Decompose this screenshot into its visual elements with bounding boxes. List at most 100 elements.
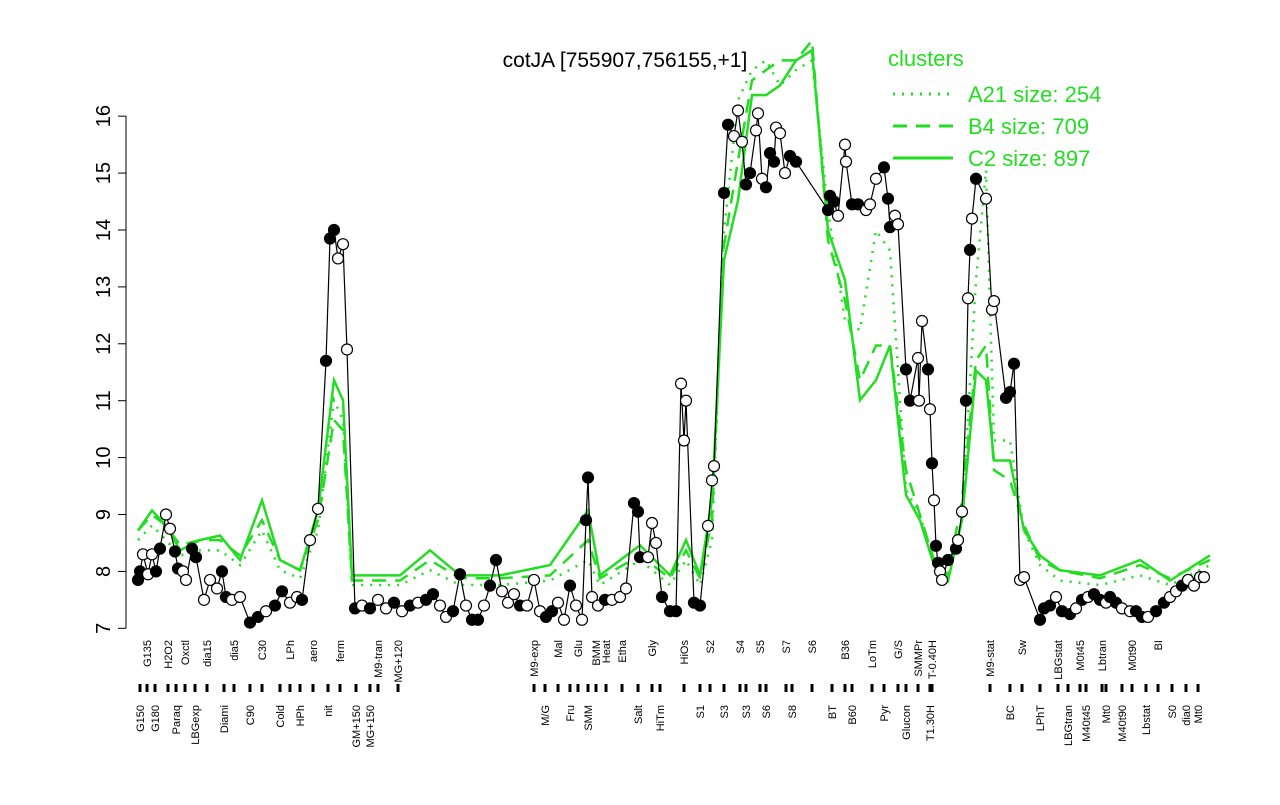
x-tick-label: Etha: [617, 639, 629, 663]
x-tick-label: S8: [787, 705, 799, 718]
cluster-line: [136, 47, 1211, 584]
x-tick-label: S2: [705, 640, 717, 653]
point: [701, 519, 715, 532]
x-tick-label: MG+120: [393, 640, 405, 683]
point: [911, 351, 925, 365]
point: [915, 314, 929, 328]
point: [877, 161, 891, 174]
x-tick-label: dia15: [202, 640, 214, 667]
x-tick-label: Cold: [275, 705, 287, 728]
x-tick-label: H2O2: [163, 640, 175, 669]
point: [433, 599, 447, 612]
x-tick-label: BMM: [591, 640, 603, 666]
x-tick-label: S4: [735, 640, 747, 653]
point: [483, 579, 497, 592]
x-tick-label: ferm: [335, 640, 347, 662]
point: [735, 135, 749, 148]
point: [275, 585, 289, 598]
point: [891, 218, 905, 231]
x-tick-label: dia0: [1181, 705, 1193, 726]
y-tick-label: 14: [93, 219, 115, 241]
cluster-line: [137, 58, 1211, 589]
point: [641, 551, 655, 564]
x-tick-label: M9-stat: [985, 640, 997, 677]
point: [210, 582, 224, 595]
point: [965, 212, 979, 225]
x-tick-label: Salt: [633, 705, 645, 724]
point: [619, 582, 633, 595]
point: [1069, 602, 1083, 615]
point: [669, 605, 683, 618]
point: [759, 181, 773, 194]
point: [233, 590, 247, 604]
y-tick-label: 16: [93, 105, 115, 127]
point: [655, 590, 669, 604]
y-tick-label: 7: [93, 623, 115, 634]
point: [674, 377, 688, 390]
point: [387, 596, 401, 609]
point: [631, 505, 645, 518]
point: [303, 534, 317, 547]
x-tick-label: M40t45: [1081, 705, 1093, 742]
x-tick-label: Mt0: [1101, 705, 1113, 723]
x-tick-label: B36: [840, 640, 852, 660]
x-tick-label: HiOs: [679, 640, 691, 665]
point: [863, 198, 877, 211]
point: [471, 613, 485, 626]
x-tick-label: S6: [761, 705, 773, 718]
point: [869, 172, 883, 185]
point: [545, 605, 559, 618]
point: [563, 579, 577, 592]
x-tick-label: Paraq: [171, 705, 183, 734]
x-tick-label: dia5: [229, 640, 241, 661]
x-tick-label: BC: [1005, 705, 1017, 720]
point: [331, 252, 345, 265]
point: [789, 155, 803, 168]
point: [327, 223, 341, 237]
point: [311, 502, 325, 515]
x-tick-label: Glu: [573, 640, 585, 657]
point: [1043, 599, 1057, 612]
point: [773, 127, 787, 140]
point: [935, 573, 949, 587]
point: [959, 394, 973, 407]
point: [705, 474, 719, 487]
point: [739, 178, 753, 191]
legend-title: clusters: [888, 46, 964, 71]
x-tick-label: M0t90: [1127, 640, 1139, 671]
x-tick-label: LPhT: [1035, 705, 1047, 732]
point: [731, 104, 745, 117]
y-tick-label: 13: [93, 276, 115, 298]
point: [215, 565, 229, 578]
point: [259, 605, 273, 618]
point: [1187, 579, 1201, 592]
chart-title: cotJA [755907,756155,+1]: [503, 49, 748, 72]
point: [969, 172, 983, 185]
x-tick-label: LBGexp: [190, 705, 202, 745]
x-tick-label: Pyr: [879, 705, 891, 722]
point: [1007, 357, 1021, 370]
x-tick-label: Lbtran: [1097, 640, 1109, 671]
point: [961, 292, 975, 305]
point: [569, 599, 583, 612]
point: [168, 545, 182, 558]
point: [426, 588, 440, 601]
point: [912, 394, 926, 407]
point: [838, 138, 852, 151]
point: [203, 573, 217, 587]
point: [1197, 570, 1211, 584]
point: [557, 613, 571, 626]
point: [459, 599, 473, 612]
point: [743, 166, 757, 180]
point: [579, 514, 593, 527]
point: [923, 403, 937, 416]
x-tick-label: S3: [719, 705, 731, 718]
x-tick-label: Lbstat: [1141, 705, 1153, 735]
x-tick-label: M0t45: [1075, 640, 1087, 671]
profile-line: [137, 110, 1204, 624]
point: [371, 593, 385, 606]
point: [831, 209, 845, 222]
point: [163, 522, 177, 535]
